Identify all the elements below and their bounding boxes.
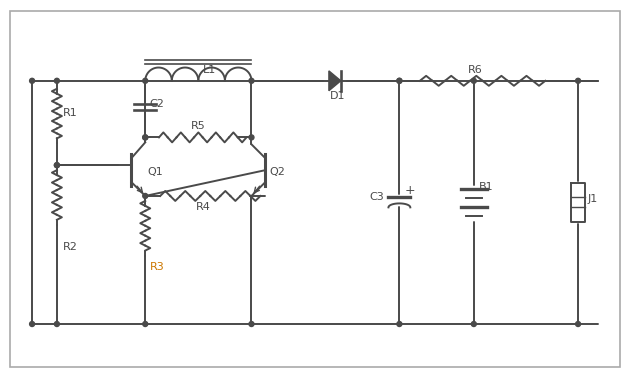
Circle shape — [397, 78, 402, 83]
Text: C2: C2 — [149, 99, 164, 109]
Circle shape — [54, 163, 59, 168]
Circle shape — [30, 321, 35, 326]
Text: Q1: Q1 — [147, 167, 163, 177]
Circle shape — [143, 135, 147, 140]
Circle shape — [54, 163, 59, 168]
Circle shape — [397, 78, 402, 83]
Circle shape — [249, 135, 254, 140]
Text: R3: R3 — [150, 262, 165, 272]
Circle shape — [471, 321, 476, 326]
Text: R4: R4 — [195, 202, 210, 212]
Circle shape — [576, 78, 580, 83]
Circle shape — [54, 78, 59, 83]
Text: R5: R5 — [190, 122, 205, 131]
Text: R6: R6 — [468, 65, 483, 75]
Text: R1: R1 — [63, 108, 77, 117]
Circle shape — [143, 321, 147, 326]
Text: Q2: Q2 — [270, 167, 285, 177]
Circle shape — [397, 321, 402, 326]
Circle shape — [143, 78, 147, 83]
Circle shape — [143, 193, 147, 198]
Text: +: + — [404, 184, 415, 198]
Circle shape — [143, 135, 147, 140]
Text: D1: D1 — [330, 91, 345, 101]
Circle shape — [249, 78, 254, 83]
Text: R2: R2 — [63, 242, 77, 252]
Text: B1: B1 — [479, 182, 493, 193]
Text: L1: L1 — [203, 65, 217, 75]
Circle shape — [471, 78, 476, 83]
Circle shape — [576, 321, 580, 326]
Text: C3: C3 — [370, 192, 384, 203]
Polygon shape — [329, 71, 341, 91]
Text: J1: J1 — [588, 195, 598, 204]
Circle shape — [30, 78, 35, 83]
Circle shape — [249, 321, 254, 326]
Circle shape — [54, 321, 59, 326]
